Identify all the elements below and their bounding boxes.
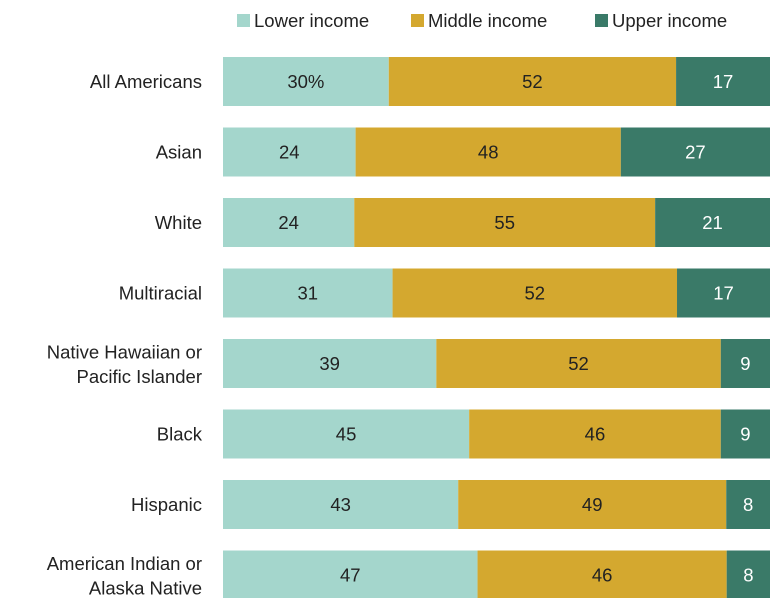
bar-multiracial-middle-income — [392, 268, 678, 318]
bar-black-upper-income — [720, 409, 770, 459]
data-label-all-americans-middle-income: 52 — [522, 71, 543, 92]
data-label-multiracial-middle-income: 52 — [525, 283, 546, 304]
data-label-hispanic-middle-income: 49 — [582, 494, 603, 515]
legend-label-middle-income: Middle income — [428, 10, 547, 31]
data-label-native-hawaiian-or-pacific-islander-lower-income: 39 — [319, 353, 340, 374]
bar-white-middle-income — [354, 198, 656, 247]
category-label-multiracial: Multiracial — [119, 283, 202, 304]
bar-hispanic-middle-income — [458, 480, 727, 529]
bar-white-lower-income — [223, 198, 355, 247]
category-label-black: Black — [157, 424, 203, 445]
category-label-american-indian-or-alaska-native-line-2: Alaska Native — [89, 578, 202, 598]
data-label-white-middle-income: 55 — [494, 212, 515, 233]
bar-american-indian-or-alaska-native-middle-income — [477, 550, 727, 598]
data-label-american-indian-or-alaska-native-lower-income: 47 — [340, 565, 361, 586]
data-label-american-indian-or-alaska-native-upper-income: 8 — [743, 565, 753, 586]
bar-american-indian-or-alaska-native-lower-income — [223, 550, 478, 598]
data-label-black-lower-income: 45 — [336, 424, 357, 445]
data-label-hispanic-upper-income: 8 — [743, 494, 753, 515]
bar-american-indian-or-alaska-native-upper-income — [726, 550, 770, 598]
bar-asian-middle-income — [355, 127, 621, 177]
data-label-hispanic-lower-income: 43 — [330, 494, 351, 515]
category-label-native-hawaiian-or-pacific-islander: Native Hawaiian or Pacific Islander — [47, 342, 202, 388]
bar-native-hawaiian-or-pacific-islander-lower-income — [223, 339, 437, 388]
data-label-black-middle-income: 46 — [585, 424, 606, 445]
data-label-american-indian-or-alaska-native-middle-income: 46 — [592, 565, 613, 586]
bar-native-hawaiian-or-pacific-islander-upper-income — [720, 339, 770, 388]
bar-asian-lower-income — [223, 127, 356, 177]
category-label-native-hawaiian-or-pacific-islander-line-2: Pacific Islander — [77, 366, 202, 387]
data-label-white-lower-income: 24 — [278, 212, 299, 233]
category-label-all-americans: All Americans — [90, 71, 202, 92]
bar-all-americans-middle-income — [388, 57, 677, 106]
data-label-native-hawaiian-or-pacific-islander-upper-income: 9 — [740, 353, 750, 374]
bar-all-americans-upper-income — [676, 57, 770, 106]
category-label-american-indian-or-alaska-native: American Indian or Alaska Native — [47, 553, 202, 598]
legend-item-lower-income: Lower income — [237, 10, 369, 31]
data-label-asian-lower-income: 24 — [279, 142, 300, 163]
data-label-all-americans-lower-income: 30% — [287, 71, 324, 92]
data-label-multiracial-upper-income: 17 — [713, 283, 734, 304]
legend-label-lower-income: Lower income — [254, 10, 369, 31]
data-label-multiracial-lower-income: 31 — [297, 283, 318, 304]
legend-label-upper-income: Upper income — [612, 10, 727, 31]
data-label-all-americans-upper-income: 17 — [713, 71, 734, 92]
category-label-american-indian-or-alaska-native-line-1: American Indian or — [47, 553, 202, 574]
category-label-hispanic: Hispanic — [131, 494, 202, 515]
data-label-native-hawaiian-or-pacific-islander-middle-income: 52 — [568, 353, 589, 374]
legend-item-upper-income: Upper income — [595, 10, 727, 31]
bar-black-lower-income — [223, 409, 470, 459]
bar-hispanic-lower-income — [223, 480, 459, 529]
legend-swatch-middle-income — [411, 14, 424, 27]
category-label-native-hawaiian-or-pacific-islander-line-1: Native Hawaiian or — [47, 342, 202, 363]
data-label-black-upper-income: 9 — [740, 424, 750, 445]
bar-white-upper-income — [655, 198, 770, 247]
category-label-asian: Asian — [156, 142, 202, 163]
data-label-white-upper-income: 21 — [702, 212, 723, 233]
category-label-white: White — [155, 212, 202, 233]
bar-black-middle-income — [469, 409, 721, 459]
data-label-asian-middle-income: 48 — [478, 142, 499, 163]
bar-hispanic-upper-income — [726, 480, 770, 529]
legend-swatch-upper-income — [595, 14, 608, 27]
bar-native-hawaiian-or-pacific-islander-middle-income — [436, 339, 721, 388]
bar-multiracial-upper-income — [677, 268, 770, 318]
data-label-asian-upper-income: 27 — [685, 142, 706, 163]
bar-asian-upper-income — [620, 127, 770, 177]
bar-all-americans-lower-income — [223, 57, 389, 106]
bar-multiracial-lower-income — [223, 268, 393, 318]
legend-swatch-lower-income — [237, 14, 250, 27]
legend-item-middle-income: Middle income — [411, 10, 547, 31]
